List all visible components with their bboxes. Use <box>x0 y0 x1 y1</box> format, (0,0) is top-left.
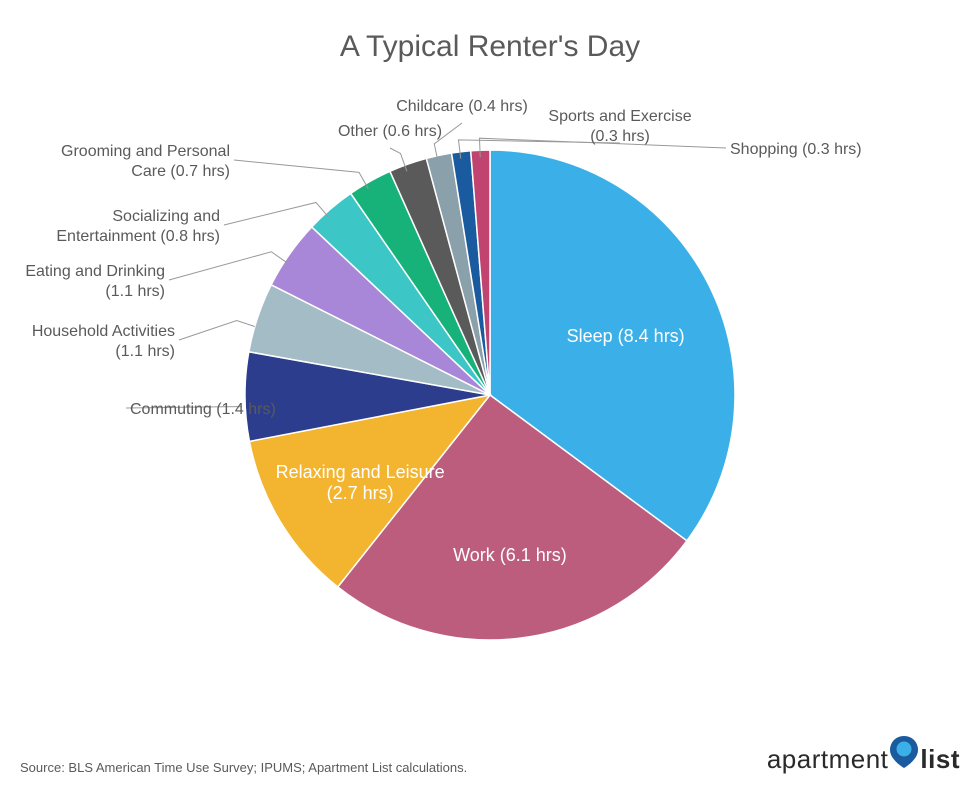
pie-svg <box>240 145 740 645</box>
slice-label: Shopping (0.3 hrs) <box>730 140 862 160</box>
slice-label: Childcare (0.4 hrs) <box>396 97 528 117</box>
slice-label: Household Activities(1.1 hrs) <box>32 322 175 362</box>
slice-label: Other (0.6 hrs) <box>338 122 442 142</box>
slice-label: Grooming and PersonalCare (0.7 hrs) <box>61 142 230 182</box>
slice-label: Socializing andEntertainment (0.8 hrs) <box>56 207 220 247</box>
source-text: Source: BLS American Time Use Survey; IP… <box>20 760 467 775</box>
brand-logo: apartment list <box>767 736 960 775</box>
slice-label: Commuting (1.4 hrs) <box>130 400 276 420</box>
chart-title: A Typical Renter's Day <box>20 30 960 64</box>
slice-label: Eating and Drinking(1.1 hrs) <box>25 262 165 302</box>
slice-label: Sports and Exercise(0.3 hrs) <box>548 107 691 147</box>
pie-chart: Sleep (8.4 hrs)Work (6.1 hrs)Relaxing an… <box>0 70 980 720</box>
brand-word2: list <box>920 744 960 775</box>
brand-pin-icon <box>890 736 918 768</box>
brand-word1: apartment <box>767 744 889 775</box>
